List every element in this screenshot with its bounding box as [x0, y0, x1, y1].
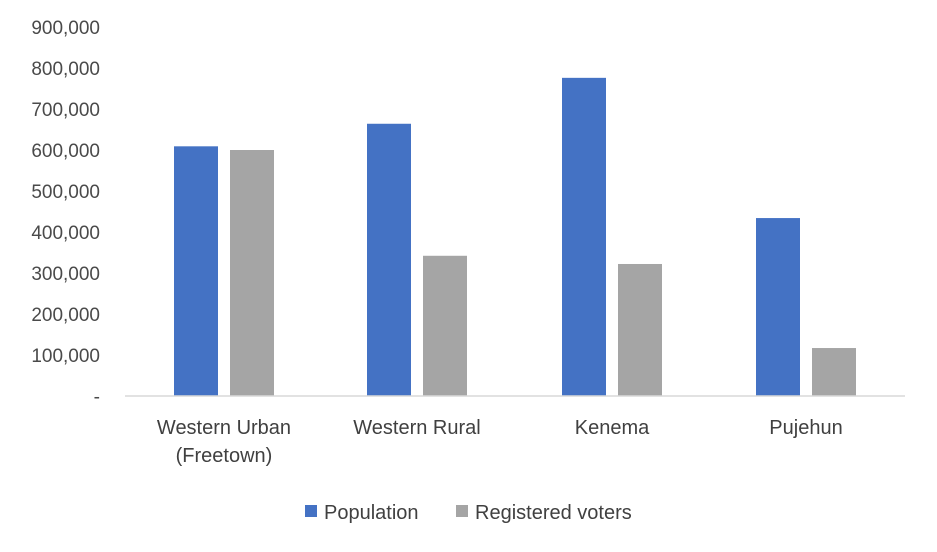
bar-registered-voters: [230, 150, 274, 396]
y-tick-label: -: [94, 387, 100, 408]
plot-bars: [174, 77, 856, 396]
y-tick-label: 400,000: [31, 223, 100, 244]
legend-label: Registered voters: [475, 502, 632, 524]
legend: Population Registered voters: [305, 502, 632, 524]
x-category-label: (Freetown): [176, 445, 273, 467]
y-tick-label: 700,000: [31, 100, 100, 121]
y-tick-label: 200,000: [31, 305, 100, 326]
y-tick-label: 800,000: [31, 59, 100, 80]
legend-swatch-population: [305, 505, 317, 517]
bar-population: [367, 123, 411, 396]
y-tick-label: 900,000: [31, 18, 100, 39]
legend-swatch-registered-voters: [456, 505, 468, 517]
bar-registered-voters: [812, 348, 856, 396]
x-category-label: Western Urban: [157, 417, 291, 439]
x-category-label: Pujehun: [769, 417, 842, 439]
legend-label: Population: [324, 502, 419, 524]
bar-registered-voters: [618, 263, 662, 396]
bar-registered-voters: [423, 255, 467, 396]
y-axis-tick-labels: - 100,000 200,000 300,000 400,000 500,000 600,…: [31, 18, 100, 408]
y-tick-label: 300,000: [31, 264, 100, 285]
x-axis-category-labels: Western Urban (Freetown) Western Rural Kene…: [157, 417, 843, 467]
bar-population: [174, 146, 218, 396]
y-tick-label: 100,000: [31, 346, 100, 367]
x-category-label: Western Rural: [353, 417, 480, 439]
y-tick-label: 600,000: [31, 141, 100, 162]
bar-population: [756, 218, 800, 396]
y-tick-label: 500,000: [31, 182, 100, 203]
bar-population: [562, 77, 606, 396]
x-category-label: Kenema: [575, 417, 650, 439]
